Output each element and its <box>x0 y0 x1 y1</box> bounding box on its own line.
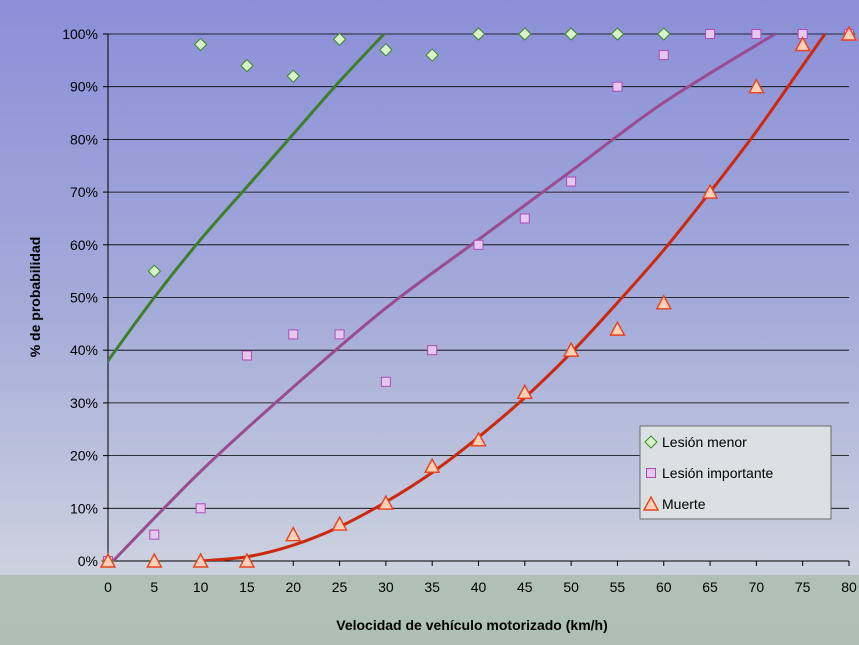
data-point <box>424 457 441 473</box>
y-tick-label: 90% <box>70 79 98 95</box>
y-tick-label: 100% <box>62 26 98 42</box>
x-tick-label: 0 <box>104 579 112 595</box>
legend-marker <box>646 468 656 478</box>
data-point <box>332 32 347 46</box>
data-point <box>331 515 348 531</box>
data-point <box>379 43 393 57</box>
data-point <box>147 264 162 278</box>
data-point <box>241 350 252 361</box>
data-point <box>751 29 762 39</box>
data-point <box>377 494 395 510</box>
x-tick-label: 35 <box>424 579 440 595</box>
data-point <box>425 48 439 62</box>
data-points <box>99 25 858 568</box>
data-point <box>427 345 438 356</box>
series-muerte <box>99 25 858 568</box>
data-point <box>564 27 578 41</box>
data-point <box>794 36 811 52</box>
data-point <box>288 329 299 340</box>
x-tick-label: 45 <box>517 579 533 595</box>
data-point <box>146 552 163 568</box>
data-point <box>238 552 256 568</box>
x-tick-label: 50 <box>563 579 579 595</box>
data-point <box>705 29 716 39</box>
x-tick-label: 80 <box>841 579 857 595</box>
data-point <box>334 329 345 340</box>
data-point <box>240 58 254 73</box>
data-point <box>609 320 626 336</box>
x-tick-label: 15 <box>239 579 255 595</box>
legend-marker <box>642 495 660 511</box>
y-tick-label: 80% <box>70 131 98 147</box>
data-point <box>658 50 669 61</box>
y-tick-label: 20% <box>70 448 98 464</box>
x-tick-label: 5 <box>150 579 158 595</box>
x-tick-label: 75 <box>795 579 811 595</box>
x-tick-label: 10 <box>193 579 209 595</box>
trendline-lesion-importante <box>111 34 777 561</box>
data-point <box>612 81 623 92</box>
y-tick-label: 10% <box>70 500 98 516</box>
y-tick-label: 50% <box>70 290 98 306</box>
x-tick-label: 40 <box>471 579 487 595</box>
data-point <box>285 526 302 542</box>
data-point <box>748 78 765 94</box>
y-tick-label: 70% <box>70 184 98 200</box>
data-point <box>562 341 580 357</box>
trendline-muerte <box>199 34 827 561</box>
data-point <box>149 529 160 540</box>
x-tick-label: 60 <box>656 579 672 595</box>
data-point <box>655 294 672 310</box>
data-point <box>519 213 530 224</box>
data-point <box>470 431 487 447</box>
data-point <box>473 239 484 250</box>
x-axis-title: Velocidad de vehículo motorizado (km/h) <box>336 617 608 633</box>
y-tick-labels: 0% 10% 20% 30% 40% 50% 60% 70% 80% 90% 100% <box>62 26 98 569</box>
y-tick-label: 60% <box>70 237 98 253</box>
data-point <box>518 27 532 41</box>
y-tick-label: 30% <box>70 395 98 411</box>
x-tick-labels: 0 5 10 15 20 25 30 35 40 45 50 55 60 65 70 75 80 <box>104 579 857 595</box>
trendline-lesion-menor <box>108 34 386 363</box>
y-tick-label: 0% <box>78 553 98 569</box>
x-tick-label: 25 <box>332 579 348 595</box>
x-tick-label: 55 <box>610 579 626 595</box>
y-tick-label: 40% <box>70 342 98 358</box>
legend-item-lesion-importante: Lesión importante <box>646 465 774 481</box>
data-point <box>286 69 300 83</box>
x-tick-label: 65 <box>702 579 718 595</box>
data-point <box>195 503 206 514</box>
legend-item-lesion-menor: Lesión menor <box>644 434 747 450</box>
data-point <box>657 27 671 41</box>
legend: Lesión menor Lesión importante Muerte <box>639 425 832 520</box>
data-point <box>192 552 209 568</box>
x-tick-label: 30 <box>378 579 394 595</box>
data-point <box>516 383 533 400</box>
legend-label: Lesión importante <box>662 465 774 481</box>
data-point <box>566 176 577 187</box>
legend-label: Muerte <box>662 496 706 512</box>
legend-box <box>639 425 832 520</box>
data-point <box>471 27 486 41</box>
x-tick-label: 70 <box>749 579 765 595</box>
data-point <box>380 376 391 387</box>
x-tick-label: 20 <box>285 579 301 595</box>
legend-marker <box>644 435 658 449</box>
data-point <box>193 37 208 52</box>
data-point <box>610 27 625 41</box>
data-point <box>99 552 117 568</box>
trendlines <box>108 34 827 561</box>
axes <box>103 33 850 566</box>
data-point <box>840 25 858 41</box>
legend-label: Lesión menor <box>662 434 747 450</box>
data-point <box>701 183 719 199</box>
y-axis-title: % de probabilidad <box>27 237 43 358</box>
legend-item-muerte: Muerte <box>642 495 706 512</box>
